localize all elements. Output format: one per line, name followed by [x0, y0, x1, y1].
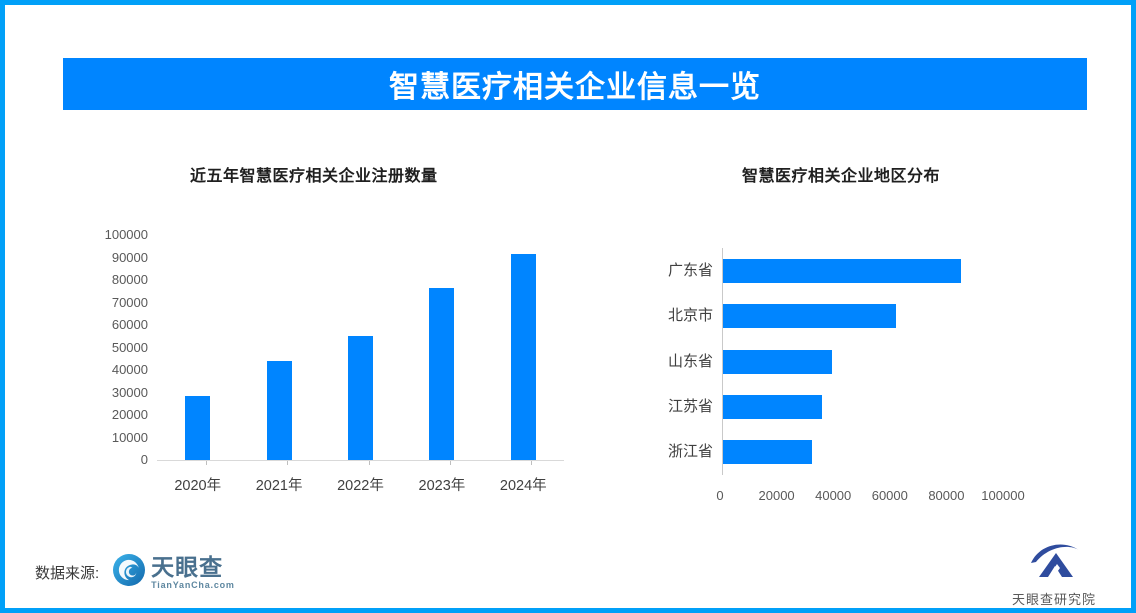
y-tick-label: 30000 — [111, 384, 148, 400]
y-tick-label: 40000 — [111, 362, 148, 377]
x-axis-tick — [205, 461, 207, 465]
region-bar-chart — [722, 248, 1023, 475]
bar-2023年 — [429, 287, 455, 460]
y-tick-label: 20000 — [111, 407, 148, 422]
left-chart-y-axis: 0 10000 20000 30000 40000 50000 60000 70000 8000… — [75, 228, 148, 473]
x-category-label: 2023年 — [418, 478, 466, 494]
tianyancha-domain: TianYanCha.com — [151, 580, 235, 590]
left-chart-x-axis: 2020年 2021年 2022年 2023年 2024年 — [157, 474, 564, 494]
category-label-广东省: 广东省 — [667, 261, 713, 279]
x-category-label: 2022年 — [337, 478, 384, 494]
left-chart-title: 近五年智慧医疗相关企业注册数量 — [190, 168, 438, 185]
y-tick-label: 0 — [140, 452, 148, 467]
category-label-浙江省: 浙江省 — [667, 443, 713, 461]
y-tick-label: 10000 — [111, 429, 148, 445]
category-label-北京市: 北京市 — [667, 307, 713, 325]
x-category-label: 2024年 — [499, 478, 547, 494]
bar-浙江省 — [723, 440, 813, 465]
bar-2021年 — [266, 361, 292, 460]
y-tick-label: 100000 — [104, 227, 148, 242]
value-tick-label: 0 — [716, 488, 724, 503]
x-axis-tick — [450, 461, 452, 465]
right-chart-category-axis: 广东省北京市山东省江苏省浙江省 — [623, 248, 713, 475]
bar-广东省 — [723, 258, 961, 283]
value-tick-label: 60000 — [871, 488, 908, 503]
value-tick-label: 20000 — [758, 488, 795, 503]
bar-2020年 — [185, 395, 211, 460]
bar-2024年 — [510, 254, 536, 460]
tianyancha-logo: 天眼查 TianYanCha.com — [113, 554, 235, 591]
bar-2022年 — [348, 336, 373, 460]
bar-江苏省 — [723, 394, 823, 419]
x-axis-tick — [531, 461, 533, 465]
institute-emblem-icon — [1026, 540, 1082, 587]
institute-name: 天眼查研究院 — [1011, 592, 1096, 607]
page-title: 智慧医疗相关企业信息一览 — [389, 71, 761, 104]
data-source-row: 数据来源: 天眼查 TianYanCha.com — [35, 550, 235, 595]
x-category-label: 2021年 — [255, 478, 303, 494]
value-tick-label: 80000 — [928, 488, 965, 503]
value-tick-label: 40000 — [815, 488, 852, 503]
x-axis-tick — [287, 461, 289, 465]
tianyancha-wordmark: 天眼查 TianYanCha.com — [151, 555, 235, 590]
category-label-山东省: 山东省 — [667, 352, 713, 370]
x-axis-tick — [368, 461, 370, 465]
y-tick-label: 80000 — [111, 272, 148, 287]
data-source-label: 数据来源: — [35, 565, 100, 582]
registrations-bar-chart — [157, 235, 564, 465]
category-label-江苏省: 江苏省 — [667, 397, 713, 415]
bar-山东省 — [723, 349, 832, 374]
research-institute-logo: 天眼查研究院 — [998, 540, 1110, 608]
value-tick-label: 100000 — [981, 488, 1025, 503]
tianyancha-name: 天眼查 — [151, 554, 224, 580]
x-category-label: 2020年 — [174, 478, 222, 494]
tianyancha-eye-icon — [113, 554, 146, 591]
right-chart-title: 智慧医疗相关企业地区分布 — [742, 168, 941, 185]
y-tick-label: 60000 — [111, 317, 148, 332]
right-chart-value-axis: 0 20000 40000 60000 80000 100000 — [716, 488, 1042, 504]
y-tick-label: 50000 — [111, 339, 148, 355]
bar-北京市 — [723, 304, 896, 329]
y-tick-label: 90000 — [111, 249, 148, 265]
title-banner: 智慧医疗相关企业信息一览 — [63, 58, 1087, 110]
y-tick-label: 70000 — [111, 294, 148, 310]
